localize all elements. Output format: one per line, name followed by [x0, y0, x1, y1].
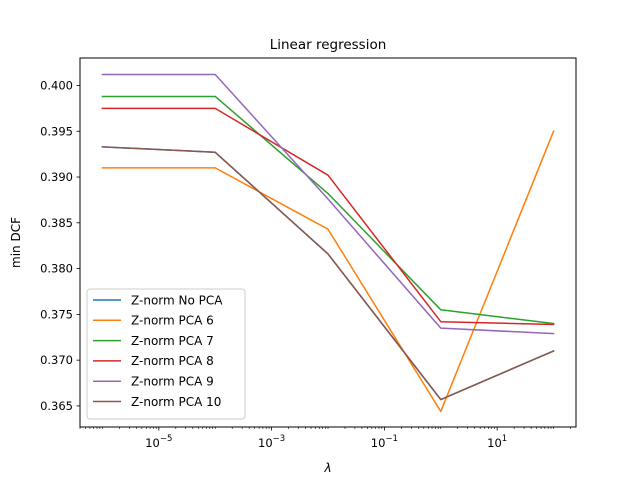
- series-line-4: [101, 107, 555, 326]
- legend-label-4: Z-norm PCA 8: [131, 354, 214, 368]
- y-tick-label-3: 0.375: [40, 307, 73, 321]
- y-tick-label-8: 0.400: [40, 78, 73, 92]
- series-line-3: [101, 95, 555, 325]
- x-tick-label-4: 101: [487, 434, 507, 450]
- legend-label-3: Z-norm PCA 7: [131, 334, 214, 348]
- y-tick-label-2: 0.370: [40, 353, 73, 367]
- x-tick-label-1: 10−5: [145, 434, 172, 450]
- y-tick-label-6: 0.390: [40, 170, 73, 184]
- series-line-6: [101, 146, 555, 401]
- y-tick-label-1: 0.365: [40, 399, 73, 413]
- series-line-5: [101, 73, 555, 335]
- x-tick-label-3: 10−1: [371, 434, 398, 450]
- legend-label-1: Z-norm No PCA: [131, 293, 223, 307]
- y-tick-label-7: 0.395: [40, 124, 73, 138]
- legend-label-2: Z-norm PCA 6: [131, 314, 214, 328]
- x-tick-label-2: 10−3: [258, 434, 285, 450]
- legend: Z-norm No PCA Z-norm PCA 6 Z-norm PCA 7 Z-n…: [86, 288, 246, 420]
- legend-label-5: Z-norm PCA 9: [131, 375, 214, 389]
- series-line-2: [101, 130, 555, 413]
- series-layer: [101, 73, 555, 413]
- y-tick-label-4: 0.380: [40, 262, 73, 276]
- y-axis-ticks: 0.365 0.370 0.375 0.380 0.385 0.390 0.395 0.400: [40, 78, 80, 413]
- legend-box: [86, 288, 246, 420]
- y-tick-label-5: 0.385: [40, 216, 73, 230]
- plot-frame: [79, 57, 577, 428]
- legend-label-6: Z-norm PCA 10: [131, 395, 221, 409]
- x-axis-label: λ: [323, 461, 331, 475]
- y-axis-label: min DCF: [9, 217, 23, 268]
- x-axis-ticks: 10−5 10−3 10−1 101: [79, 427, 571, 450]
- chart-title: Linear regression: [270, 37, 387, 53]
